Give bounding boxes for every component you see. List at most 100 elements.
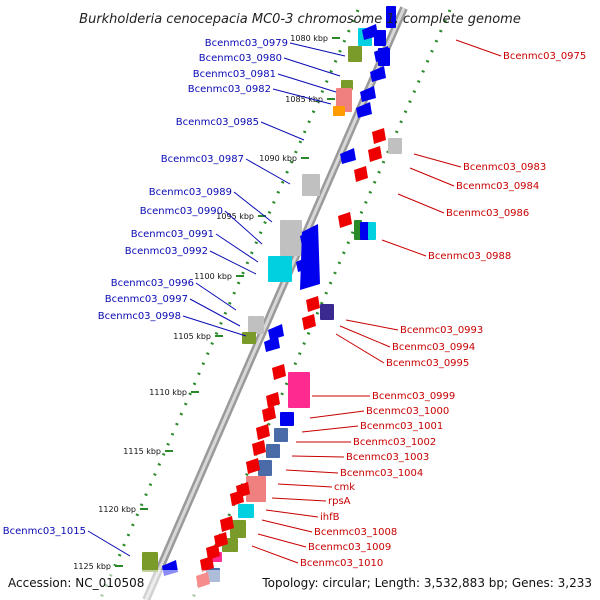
leader-line [291,455,345,458]
forward-gene-arrow [370,66,386,82]
gene-label: Bcenmc03_1010 [300,558,383,569]
gene-label: Bcenmc03_1004 [340,468,423,479]
tick-label: 1110 kbp [149,388,187,397]
gene-label: Bcenmc03_0994 [392,342,475,353]
leader-line [289,42,346,57]
leader-line [245,158,291,185]
tick-label: 1100 kbp [194,272,232,281]
leader-line [413,153,462,168]
gene-block [348,46,362,62]
gene-block [288,372,310,408]
gene-block [266,444,280,458]
gene-block [246,476,266,502]
gene-label: Bcenmc03_1008 [314,527,397,538]
tick-label: 1085 kbp [285,95,323,104]
reverse-gene-arrow [338,212,352,228]
reverse-gene-arrow [302,314,316,330]
gene-label: Bcenmc03_0980 [199,53,282,64]
gene-label: Bcenmc03_1009 [308,542,391,553]
leader-line [381,239,427,257]
leader-line [209,250,257,275]
forward-gene-arrow [356,102,372,118]
gene-block [280,220,302,256]
gene-block [248,316,264,334]
leader-line [182,315,247,337]
gene-block [238,504,254,518]
leader-line [301,425,359,433]
gene-block [333,106,345,116]
gene-block [258,460,272,476]
reverse-gene-arrow [214,532,228,548]
gene-label: Bcenmc03_0983 [463,162,546,173]
gene-block [274,428,288,442]
gene-block [242,332,256,344]
footer: Accession: NC_010508 Topology: circular;… [0,570,600,600]
forward-gene-arrow [268,324,284,340]
forward-gene-arrow [300,224,320,290]
gene-label: Bcenmc03_1003 [346,452,429,463]
gene-label: Bcenmc03_0993 [400,325,483,336]
gene-label: Bcenmc03_1015 [3,526,86,537]
leader-line [335,333,385,364]
tick-label: 1125 kbp [73,562,111,571]
reverse-gene-arrow [206,544,220,560]
reverse-gene-arrow [246,458,260,474]
gene-label: Bcenmc03_0995 [386,358,469,369]
accession-text: Accession: NC_010508 [8,576,144,590]
gene-label: Bcenmc03_1002 [353,437,436,448]
reverse-gene-arrow [272,364,286,380]
forward-gene-arrow [360,86,376,102]
gene-block [268,256,292,282]
leader-line [455,39,502,57]
gene-block [341,80,353,90]
forward-gene-arrow [362,24,378,40]
tick-label: 1115 kbp [123,447,161,456]
gene-label: Bcenmc03_0984 [456,181,539,192]
gene-label: Bcenmc03_0991 [131,229,214,240]
leader-line [87,530,131,557]
leader-line [339,325,391,348]
reverse-gene-arrow [230,490,244,506]
gene-label: ihfB [320,512,340,523]
reverse-gene-arrow [266,392,280,408]
forward-gene-arrow [340,148,356,164]
gene-label: Bcenmc03_0987 [161,154,244,165]
topology-text: Topology: circular; Length: 3,532,883 bp… [261,576,592,590]
gene-block [360,222,370,240]
tick-label: 1095 kbp [216,212,254,221]
tick-label: 1105 kbp [173,332,211,341]
leader-line [233,191,273,223]
gene-block [142,552,158,572]
tick-label: 1090 kbp [259,154,297,163]
gene-label: Bcenmc03_0997 [105,294,188,305]
gene-label: Bcenmc03_0982 [188,84,271,95]
reverse-gene-arrow [262,406,276,422]
gene-block [320,304,334,320]
leader-line [195,282,237,311]
leader-line [257,533,307,548]
leader-line [271,497,327,502]
leader-line [285,469,339,474]
leader-line [277,483,333,488]
leader-line [265,509,319,518]
leader-line [283,57,341,77]
gene-block [386,6,396,28]
label-leader-lines [87,39,502,564]
reverse-gene-arrow [220,516,234,532]
gene-label: Bcenmc03_0985 [176,117,259,128]
leader-line [309,410,365,419]
gene-label: Bcenmc03_0992 [125,246,208,257]
gene-block [230,520,246,538]
reverse-gene-arrow [372,128,386,144]
leader-line [251,545,299,564]
gene-label: Bcenmc03_0986 [446,208,529,219]
gene-label: Bcenmc03_1000 [366,406,449,417]
map-title: Burkholderia cenocepacia MC0-3 chromosom… [79,12,521,27]
gene-block [368,222,376,240]
gene-label: Bcenmc03_1001 [360,421,443,432]
tick-marks: 1080 kbp 1085 kbp 1090 kbp 1095 kbp 1100 kbp… [73,34,340,571]
gene-label: Bcenmc03_0981 [193,69,276,80]
gene-label: Bcenmc03_0990 [140,206,223,217]
gene-label: Bcenmc03_0998 [98,311,181,322]
